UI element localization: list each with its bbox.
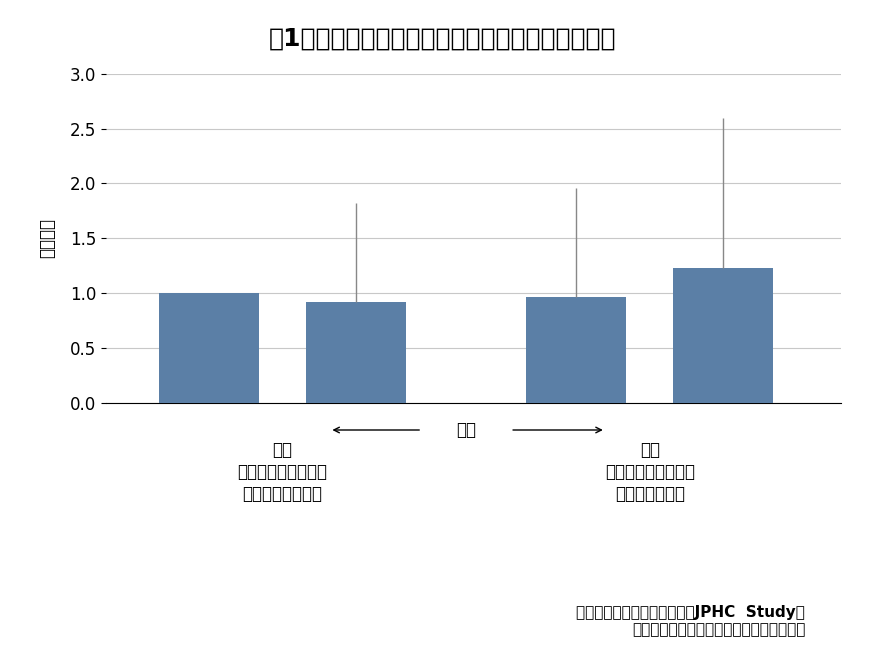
Bar bbox=[527, 297, 627, 403]
Text: 遵守している）: 遵守している） bbox=[615, 484, 685, 503]
Text: 遵守していない）: 遵守していない） bbox=[242, 484, 322, 503]
Text: （バランスガイドを: （バランスガイドを bbox=[604, 463, 695, 481]
Text: （バランスガイドを: （バランスガイドを bbox=[237, 463, 327, 481]
Bar bbox=[673, 268, 773, 403]
Bar bbox=[159, 293, 259, 403]
Text: 高い: 高い bbox=[640, 441, 659, 459]
Text: 出典：多目的コホート研究「JPHC  Study」
国立研究開発法人　国立がん研究センター: 出典：多目的コホート研究「JPHC Study」 国立研究開発法人 国立がん研究… bbox=[576, 605, 805, 637]
Y-axis label: オッズ比: オッズ比 bbox=[38, 218, 57, 258]
Text: 得点: 得点 bbox=[456, 421, 476, 439]
Bar bbox=[306, 302, 406, 403]
Text: 低い: 低い bbox=[273, 441, 292, 459]
Text: 図1　食事バランス遵守得点とうつ病発症との関連: 図1 食事バランス遵守得点とうつ病発症との関連 bbox=[269, 27, 616, 51]
